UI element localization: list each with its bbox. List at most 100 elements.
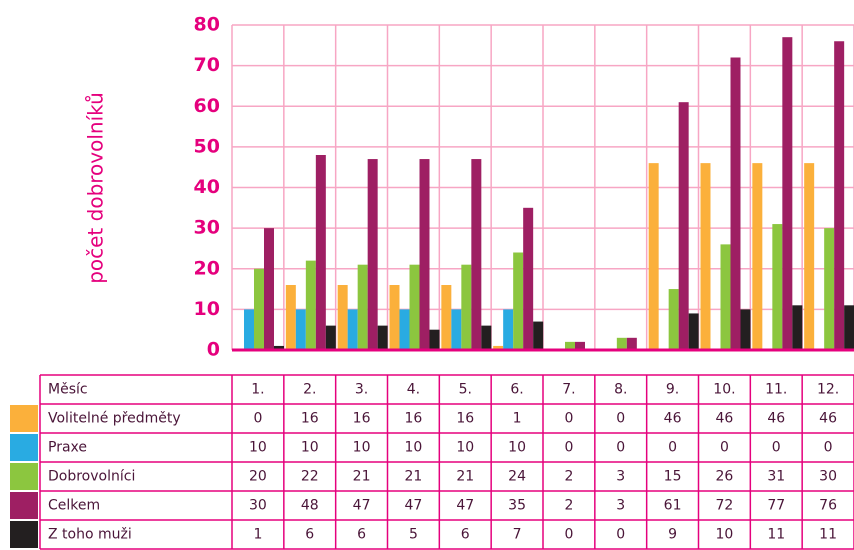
category-label: 6. [510, 382, 523, 398]
y-tick-label: 60 [194, 95, 220, 117]
y-tick-label: 10 [194, 298, 220, 320]
table-value: 0 [564, 440, 573, 456]
table-value: 47 [456, 498, 474, 514]
table-value: 10 [301, 440, 319, 456]
legend-label: Celkem [48, 498, 100, 514]
table-value: 72 [716, 498, 734, 514]
bar [409, 264, 420, 350]
table-value: 16 [353, 411, 371, 427]
bar [626, 337, 637, 350]
table-value: 10 [508, 440, 526, 456]
bar [688, 313, 699, 350]
bar [367, 159, 378, 350]
bar [782, 37, 793, 350]
bar [740, 309, 751, 350]
table-value: 46 [716, 411, 734, 427]
y-tick-label: 70 [194, 54, 220, 76]
table-value: 3 [616, 469, 625, 485]
table-value: 0 [616, 527, 625, 543]
category-label: 3. [355, 382, 368, 398]
bar [513, 252, 524, 350]
legend-swatch [10, 434, 38, 461]
bar [648, 163, 659, 350]
legend-swatch [10, 405, 38, 432]
table-value: 76 [819, 498, 837, 514]
category-label: 4. [407, 382, 420, 398]
table-value: 0 [253, 411, 262, 427]
bar [700, 163, 711, 350]
y-tick-label: 50 [194, 135, 220, 157]
table-value: 7 [513, 527, 522, 543]
bar [668, 289, 679, 350]
table-value: 21 [405, 469, 423, 485]
bar [441, 285, 452, 350]
table-value: 10 [353, 440, 371, 456]
bar [523, 207, 534, 350]
bar [347, 309, 358, 350]
table-value: 6 [305, 527, 314, 543]
y-tick-label: 30 [194, 217, 220, 239]
table-value: 30 [819, 469, 837, 485]
table-value: 16 [405, 411, 423, 427]
table-value: 24 [508, 469, 526, 485]
table-value: 10 [716, 527, 734, 543]
bar [254, 268, 264, 350]
bar [824, 228, 835, 350]
table-value: 15 [664, 469, 682, 485]
bar [325, 325, 336, 350]
table-value: 0 [564, 527, 573, 543]
bar [565, 341, 575, 350]
table-value: 0 [772, 440, 781, 456]
y-tick-label: 20 [194, 257, 220, 279]
legend-label: Volitelné předměty [48, 411, 181, 427]
bar [357, 264, 368, 350]
table-value: 61 [664, 498, 682, 514]
table-value: 10 [456, 440, 474, 456]
bar [315, 155, 326, 350]
table-value: 3 [616, 498, 625, 514]
category-label: 11. [765, 382, 787, 398]
table-value: 11 [767, 527, 785, 543]
table-value: 31 [767, 469, 785, 485]
bar [295, 309, 306, 350]
bar [834, 41, 845, 350]
table-value: 0 [616, 411, 625, 427]
category-label: 2. [303, 382, 316, 398]
legend-swatch [10, 492, 38, 519]
table-value: 21 [456, 469, 474, 485]
bar [451, 309, 462, 350]
bar [772, 224, 783, 350]
y-tick-label: 80 [194, 14, 220, 36]
table-value: 0 [564, 411, 573, 427]
bar [792, 305, 803, 350]
table-header: Měsíc [48, 382, 88, 398]
table-value: 11 [819, 527, 837, 543]
y-tick-label: 0 [207, 339, 220, 361]
legend-swatch [10, 463, 38, 490]
table-value: 1 [513, 411, 522, 427]
category-label: 7. [562, 382, 575, 398]
bar [471, 159, 482, 350]
bar [720, 244, 731, 350]
table-value: 2 [564, 498, 573, 514]
legend-swatch [10, 521, 38, 548]
bar [337, 285, 348, 350]
table-value: 20 [249, 469, 267, 485]
table-value: 22 [301, 469, 319, 485]
table-value: 2 [564, 469, 573, 485]
bar [730, 57, 741, 350]
table-value: 16 [456, 411, 474, 427]
bar [377, 325, 388, 350]
table-value: 9 [668, 527, 677, 543]
table-value: 6 [461, 527, 470, 543]
legend-label: Praxe [48, 440, 87, 456]
bar [244, 309, 254, 350]
table-value: 77 [767, 498, 785, 514]
table-value: 30 [249, 498, 267, 514]
table-value: 21 [353, 469, 371, 485]
table-value: 0 [668, 440, 677, 456]
bar [274, 345, 284, 350]
bar [616, 337, 627, 350]
category-label: 9. [666, 382, 679, 398]
